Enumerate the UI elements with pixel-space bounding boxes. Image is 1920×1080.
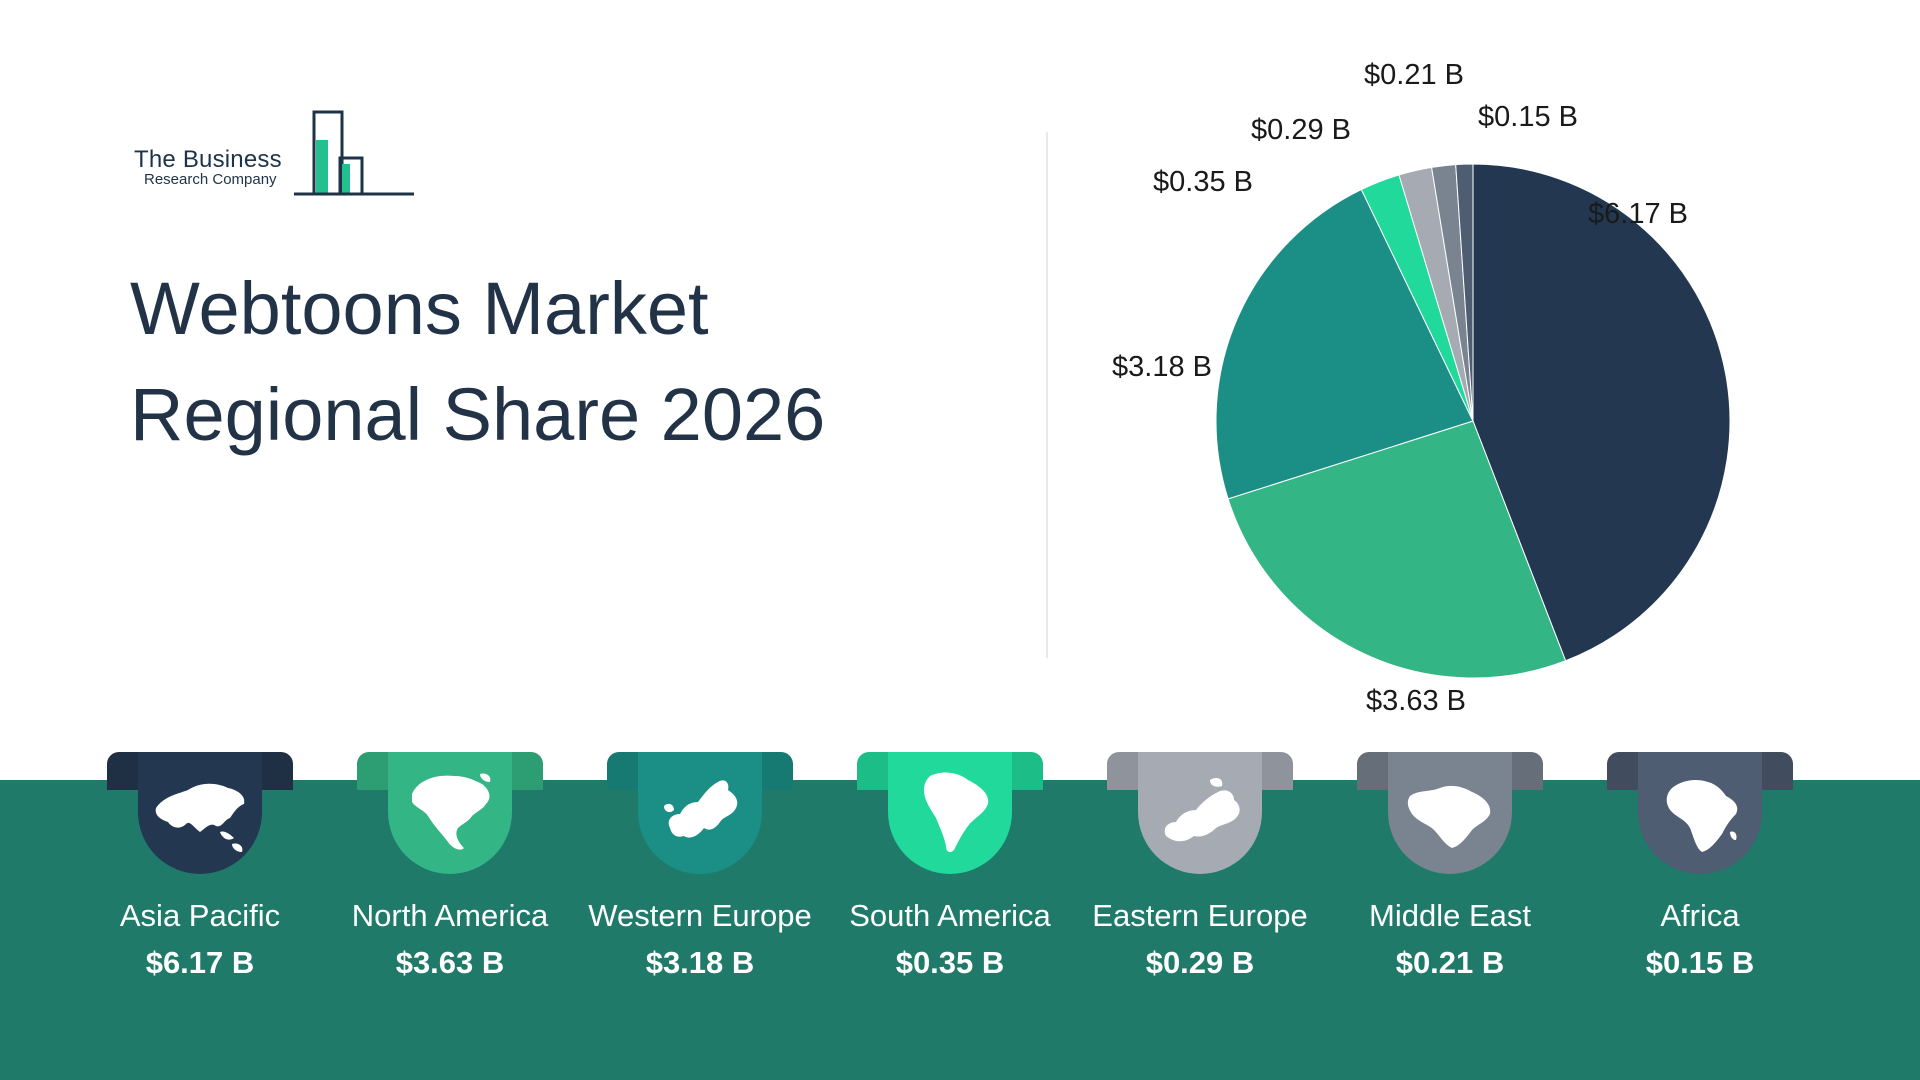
pie-label-south-america: $0.35 B bbox=[1153, 166, 1253, 198]
region-card-africa: Africa $0.15 B bbox=[1575, 752, 1825, 1012]
region-value: $3.63 B bbox=[395, 945, 505, 980]
divider bbox=[1046, 132, 1048, 658]
region-value: $0.29 B bbox=[1145, 945, 1255, 980]
region-badge bbox=[138, 752, 262, 874]
logo-name: The Business bbox=[134, 146, 282, 173]
logo-buildings-icon bbox=[294, 110, 414, 196]
region-name: Western Europe bbox=[588, 898, 812, 933]
pie-labels: $6.17 B $3.63 B $3.18 B $0.35 B $0.29 B $0.21… bbox=[1112, 59, 1688, 717]
pie-slice-north-america bbox=[1227, 420, 1567, 679]
region-card-north-america: North America $3.63 B bbox=[325, 752, 575, 1012]
western-europe-map-icon bbox=[664, 780, 738, 838]
title-line-1: Webtoons Market bbox=[130, 267, 709, 350]
region-value: $0.21 B bbox=[1395, 945, 1505, 980]
region-badge bbox=[1638, 752, 1762, 874]
region-badge bbox=[388, 752, 512, 874]
region-value: $0.35 B bbox=[895, 945, 1005, 980]
logo-subname: Research Company bbox=[144, 171, 277, 188]
middle-east-map-icon bbox=[1407, 785, 1491, 848]
africa-map-icon bbox=[1666, 780, 1738, 852]
region-card-eastern-europe: Eastern Europe $0.29 B bbox=[1075, 752, 1325, 1012]
region-name: Asia Pacific bbox=[119, 898, 281, 933]
page-title: Webtoons Market Regional Share 2026 bbox=[130, 256, 825, 468]
region-value: $0.15 B bbox=[1645, 945, 1755, 980]
region-badge bbox=[1388, 752, 1512, 874]
pie-label-western-europe: $3.18 B bbox=[1112, 351, 1212, 383]
region-value: $6.17 B bbox=[145, 945, 255, 980]
pie-slice-africa bbox=[1455, 163, 1474, 422]
region-name: South America bbox=[849, 898, 1051, 933]
south-america-map-icon bbox=[924, 772, 989, 853]
title-line-2: Regional Share 2026 bbox=[130, 373, 826, 456]
region-name: Middle East bbox=[1369, 898, 1531, 933]
region-badge bbox=[888, 752, 1012, 874]
region-name: Africa bbox=[1660, 898, 1740, 933]
pie-label-middle-east: $0.21 B bbox=[1364, 59, 1464, 91]
eastern-europe-map-icon bbox=[1164, 778, 1240, 842]
region-name: Eastern Europe bbox=[1092, 898, 1308, 933]
region-value: $3.18 B bbox=[645, 945, 755, 980]
asia-map-icon bbox=[155, 783, 245, 852]
region-name: North America bbox=[351, 898, 549, 933]
pie-label-north-america: $3.63 B bbox=[1366, 685, 1466, 717]
pie-slice-asia-pacific bbox=[1472, 163, 1731, 662]
pie-slice-western-europe bbox=[1215, 188, 1474, 500]
region-badge bbox=[1138, 752, 1262, 874]
region-card-south-america: South America $0.35 B bbox=[825, 752, 1075, 1012]
pie-label-africa: $0.15 B bbox=[1478, 101, 1578, 133]
pie-label-asia-pacific: $6.17 B bbox=[1588, 198, 1688, 230]
region-card-asia-pacific: Asia Pacific $6.17 B bbox=[75, 752, 325, 1012]
north-america-map-icon bbox=[412, 773, 491, 850]
pie-slices bbox=[1215, 163, 1731, 679]
pie-label-eastern-europe: $0.29 B bbox=[1251, 114, 1351, 146]
company-logo: The Business Research Company bbox=[134, 108, 424, 198]
region-card-western-europe: Western Europe $3.18 B bbox=[575, 752, 825, 1012]
pie-chart: $6.17 B $3.63 B $3.18 B $0.35 B $0.29 B $0.21… bbox=[1112, 59, 1731, 717]
region-badge bbox=[638, 752, 762, 874]
region-card-middle-east: Middle East $0.21 B bbox=[1325, 752, 1575, 1012]
